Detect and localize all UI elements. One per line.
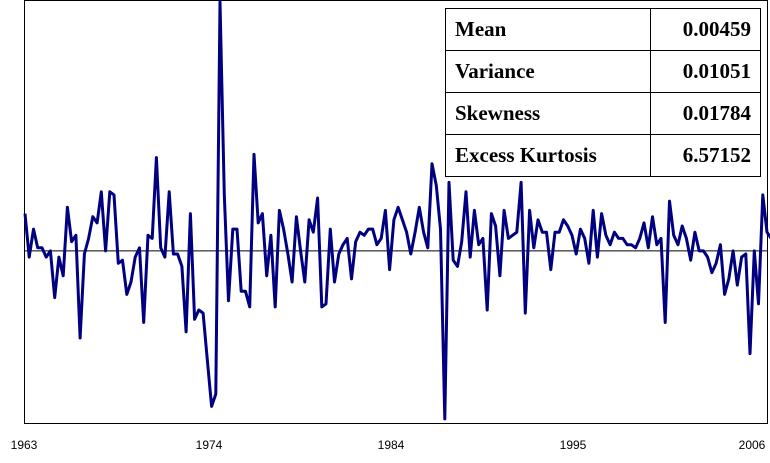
stat-label: Mean xyxy=(445,8,651,51)
stats-row-skewness: Skewness 0.01784 xyxy=(445,92,761,135)
stats-row-mean: Mean 0.00459 xyxy=(445,8,761,51)
stats-row-excess-kurtosis: Excess Kurtosis 6.57152 xyxy=(445,134,761,177)
series-line xyxy=(23,0,770,421)
stat-value: 6.57152 xyxy=(650,134,761,177)
stat-value: 0.01784 xyxy=(650,92,761,135)
stat-label: Excess Kurtosis xyxy=(445,134,651,177)
x-tick-label: 1963 xyxy=(10,438,38,452)
x-tick-label: 1984 xyxy=(377,438,405,452)
x-tick-label: 1995 xyxy=(559,438,587,452)
stat-label: Skewness xyxy=(445,92,651,135)
stats-row-variance: Variance 0.01051 xyxy=(445,50,761,93)
stat-value: 0.01051 xyxy=(650,50,761,93)
statistics-table: Mean 0.00459 Variance 0.01051 Skewness 0… xyxy=(445,8,761,177)
x-tick-label: 2006 xyxy=(738,438,766,452)
x-tick-label: 1974 xyxy=(195,438,223,452)
stat-label: Variance xyxy=(445,50,651,93)
stat-value: 0.00459 xyxy=(650,8,761,51)
